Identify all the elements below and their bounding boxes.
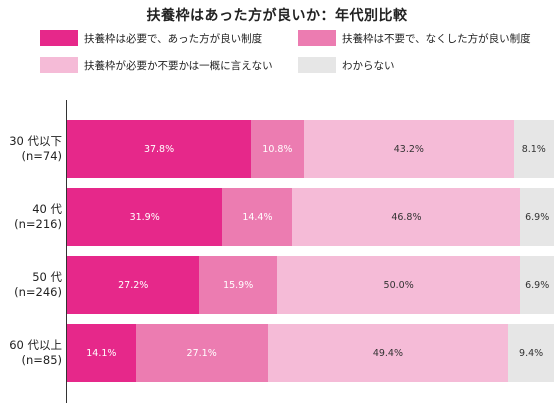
category-label-name: 50 代 — [32, 270, 62, 284]
y-axis-line — [66, 100, 67, 403]
data-label: 9.4% — [519, 347, 544, 359]
chart-title: 扶養枠はあった方が良いか：年代別比較 — [146, 8, 408, 24]
bar-segment: 8.1% — [514, 120, 554, 178]
bar-segment: 50.0% — [276, 256, 521, 314]
data-label: 31.9% — [129, 211, 160, 223]
data-label: 27.2% — [118, 279, 149, 291]
legend-label: わからない — [342, 59, 395, 72]
data-label: 14.4% — [242, 211, 273, 223]
bar-segment: 49.4% — [267, 324, 509, 382]
category-label: 50 代 (n=246) — [0, 270, 62, 300]
bar-segment: 10.8% — [251, 120, 304, 178]
legend-item: わからない — [298, 57, 395, 73]
bar-segment: 9.4% — [508, 324, 554, 382]
bar-segment: 43.2% — [303, 120, 515, 178]
data-label: 14.1% — [86, 347, 117, 359]
bar-segment: 6.9% — [520, 188, 554, 246]
category-label: 60 代以上 (n=85) — [0, 338, 62, 368]
bar-segment: 6.9% — [520, 256, 554, 314]
category-label-name: 60 代以上 — [9, 338, 62, 352]
bar-segment: 46.8% — [292, 188, 521, 246]
category-label-name: 40 代 — [32, 202, 62, 216]
bar-segment: 31.9% — [67, 188, 223, 246]
data-label: 46.8% — [391, 211, 422, 223]
data-label: 27.1% — [186, 347, 217, 359]
legend-swatch — [298, 30, 336, 46]
data-label: 15.9% — [223, 279, 254, 291]
data-label: 6.9% — [525, 279, 550, 291]
data-label: 8.1% — [521, 143, 546, 155]
bar-segment: 14.4% — [222, 188, 293, 246]
category-label-name: 30 代以下 — [9, 134, 62, 148]
category-label-n: (n=85) — [21, 353, 62, 367]
data-label: 49.4% — [372, 347, 403, 359]
bar-segment: 14.1% — [67, 324, 136, 382]
legend-swatch — [298, 57, 336, 73]
legend-swatch — [40, 30, 78, 46]
category-label: 30 代以下 (n=74) — [0, 134, 62, 164]
bar-segment: 15.9% — [199, 256, 277, 314]
category-label: 40 代 (n=216) — [0, 202, 62, 232]
category-label-n: (n=246) — [14, 285, 62, 299]
legend-label: 扶養枠は不要で、なくした方が良い制度 — [342, 32, 531, 45]
legend-swatch — [40, 57, 78, 73]
bar-segment: 37.8% — [67, 120, 252, 178]
bar-segment: 27.2% — [67, 256, 200, 314]
data-label: 6.9% — [525, 211, 550, 223]
category-label-n: (n=216) — [14, 217, 62, 231]
legend-item: 扶養枠が必要か不要かは一概に言えない — [40, 57, 273, 73]
legend-label: 扶養枠が必要か不要かは一概に言えない — [84, 59, 273, 72]
legend-label: 扶養枠は必要で、あった方が良い制度 — [84, 32, 263, 45]
data-label: 50.0% — [383, 279, 414, 291]
data-label: 43.2% — [393, 143, 424, 155]
category-label-n: (n=74) — [21, 149, 62, 163]
bar-segment: 27.1% — [135, 324, 268, 382]
data-label: 10.8% — [262, 143, 293, 155]
data-label: 37.8% — [143, 143, 175, 155]
legend-item: 扶養枠は必要で、あった方が良い制度 — [40, 30, 262, 46]
legend-item: 扶養枠は不要で、なくした方が良い制度 — [298, 30, 531, 46]
